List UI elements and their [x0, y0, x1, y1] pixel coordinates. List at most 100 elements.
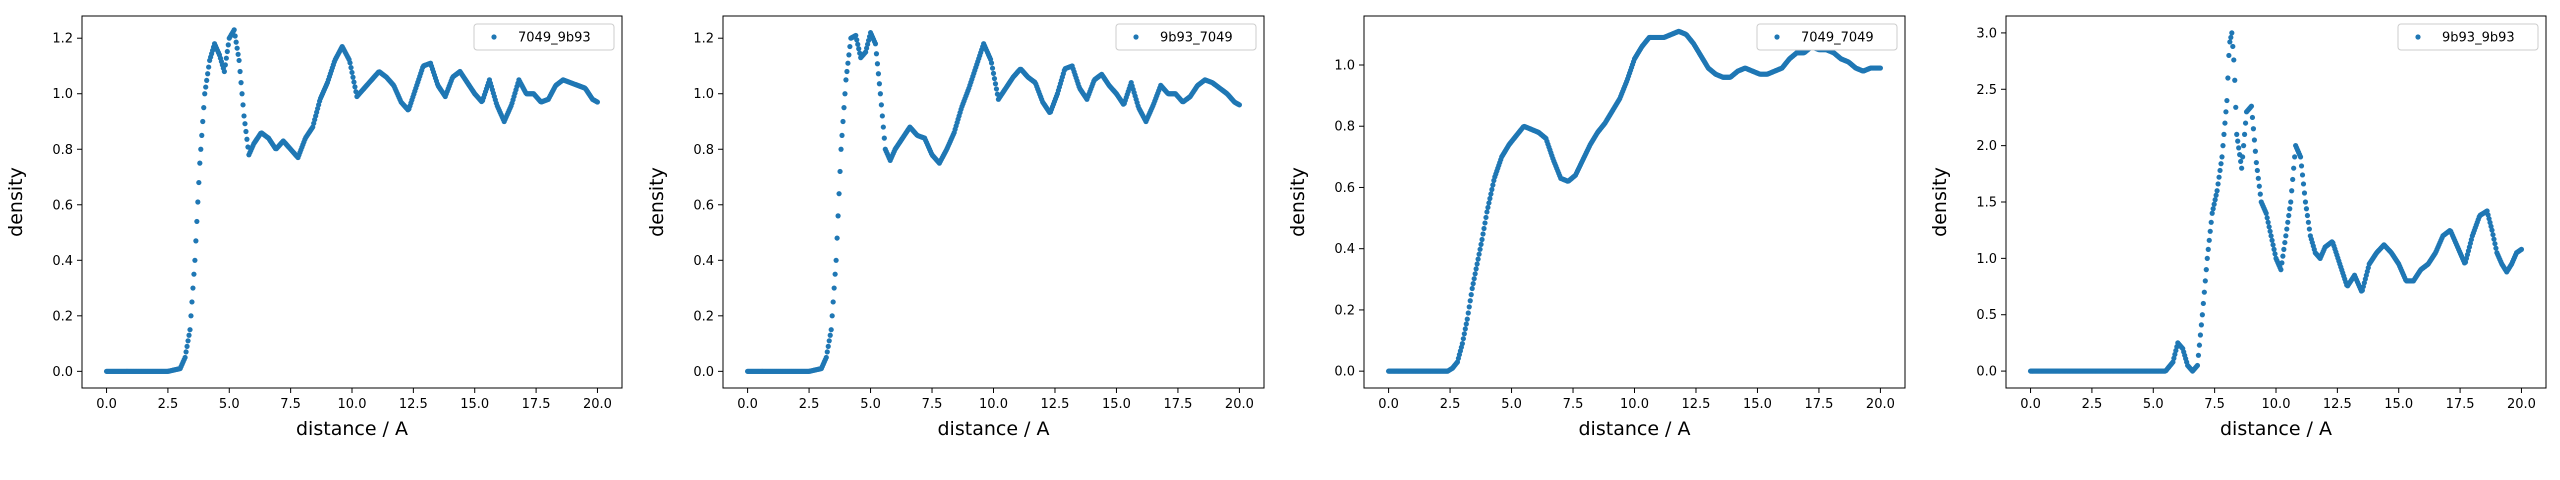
y-tick-label: 1.5: [1976, 196, 1997, 211]
legend-box: [1115, 23, 1257, 51]
data-point: [1474, 261, 1480, 267]
y-tick-label: 1.0: [1976, 252, 1997, 267]
data-point: [243, 128, 249, 135]
data-point: [879, 113, 885, 119]
data-point: [1463, 321, 1469, 327]
data-point: [2492, 241, 2498, 247]
data-point: [2228, 34, 2234, 41]
data-point: [2206, 237, 2212, 243]
data-point: [1486, 200, 1492, 206]
data-point: [847, 43, 853, 50]
legend-box: [1756, 23, 1898, 51]
data-point: [881, 135, 887, 141]
data-point: [2236, 145, 2242, 151]
plot-area: [2006, 16, 2546, 388]
data-point: [189, 299, 195, 305]
data-point: [823, 354, 829, 361]
data-point: [2241, 131, 2248, 137]
data-point: [183, 349, 189, 355]
y-tick-label: 0.4: [52, 254, 73, 269]
data-point: [990, 70, 997, 76]
data-point: [853, 32, 859, 39]
data-point: [993, 86, 1000, 92]
data-point: [2272, 251, 2278, 257]
y-tick-label: 0.5: [1976, 308, 1997, 323]
data-point: [1471, 276, 1477, 282]
data-point: [221, 68, 227, 75]
data-point: [1484, 209, 1490, 215]
y-tick-label: 0.2: [52, 309, 73, 324]
legend-marker: [1774, 34, 1780, 40]
data-point: [836, 191, 842, 197]
data-point: [2209, 210, 2215, 216]
data-point: [2267, 228, 2273, 234]
data-point: [828, 327, 834, 333]
x-tick-label: 2.5: [799, 397, 820, 412]
data-point: [2263, 210, 2269, 216]
data-point: [2257, 191, 2263, 197]
data-point: [2282, 239, 2288, 246]
data-point: [1466, 304, 1472, 310]
x-tick-label: 2.5: [158, 397, 179, 412]
x-tick-label: 12.5: [2323, 397, 2352, 412]
y-axis-label: density: [646, 167, 668, 237]
y-tick-label: 1.2: [693, 32, 714, 47]
data-point: [2201, 289, 2207, 295]
data-point: [2291, 165, 2297, 171]
legend: 7049_7049: [1756, 23, 1898, 51]
y-tick-label: 1.0: [1334, 58, 1355, 73]
data-point: [831, 285, 837, 291]
x-tick-label: 0.0: [2020, 397, 2041, 412]
x-axis-label: distance / A: [2220, 418, 2332, 440]
data-point: [2493, 245, 2499, 251]
data-point: [2215, 181, 2221, 187]
data-point: [2292, 154, 2298, 160]
data-point: [2207, 228, 2213, 234]
x-tick-label: 17.5: [1163, 397, 1192, 412]
x-tick-label: 17.5: [2446, 397, 2475, 412]
x-tick-label: 12.5: [399, 397, 428, 412]
y-tick-label: 0.2: [1334, 303, 1355, 318]
data-point: [201, 105, 207, 111]
x-tick-label: 2.5: [1440, 397, 1461, 412]
data-point: [350, 74, 356, 80]
data-point: [242, 121, 248, 127]
data-point: [2491, 236, 2497, 242]
data-point: [2489, 227, 2495, 233]
data-point: [239, 91, 245, 97]
data-point: [2279, 260, 2285, 266]
data-point: [2490, 232, 2496, 238]
x-tick-label: 7.5: [1563, 397, 1584, 412]
data-point: [231, 27, 237, 33]
data-point: [2219, 154, 2225, 160]
data-point: [1472, 271, 1478, 277]
axes-frame: [2005, 15, 2547, 389]
data-point: [2208, 219, 2214, 225]
data-point: [2304, 212, 2311, 219]
data-point: [988, 60, 995, 66]
data-point: [835, 213, 841, 219]
data-point: [192, 257, 198, 263]
data-point: [2286, 212, 2292, 219]
data-point: [2299, 172, 2306, 178]
y-axis-label: density: [1929, 167, 1951, 237]
x-tick-label: 7.5: [922, 397, 943, 412]
data-point: [188, 313, 194, 319]
axes-frame: [81, 15, 623, 389]
data-point: [594, 99, 601, 105]
data-point: [876, 81, 883, 87]
data-point: [863, 49, 869, 55]
data-point: [2248, 103, 2255, 109]
x-axis-label: distance / A: [296, 418, 408, 440]
data-point: [2290, 176, 2296, 183]
legend-label: 7049_7049: [1801, 31, 1874, 46]
data-point: [2212, 197, 2218, 203]
data-point: [2242, 120, 2249, 126]
data-point: [838, 146, 844, 152]
chart-panel-1: 0.0 2.5 5.0 7.5 10.0 12.5 15.0 17.5 20.0 0.0 0.2 0.…: [5, 15, 623, 440]
data-point: [185, 338, 191, 344]
data-point: [2241, 143, 2247, 149]
data-point: [833, 257, 839, 263]
data-point: [1478, 241, 1484, 247]
